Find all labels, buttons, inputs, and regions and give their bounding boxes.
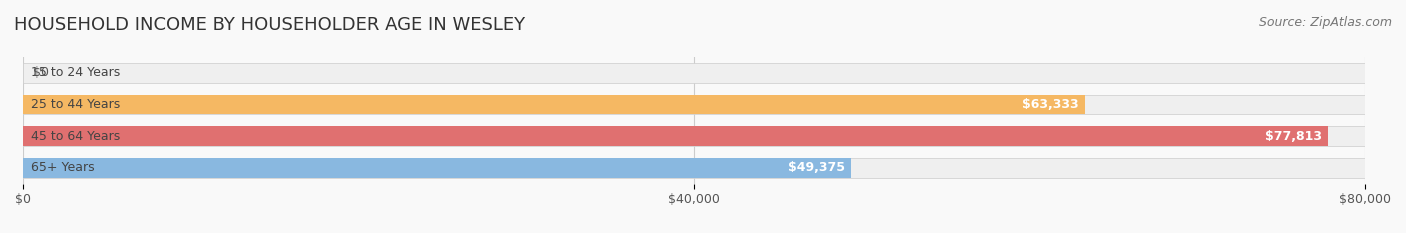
Text: 15 to 24 Years: 15 to 24 Years [31, 66, 121, 79]
Text: $49,375: $49,375 [787, 161, 845, 174]
Bar [22, 158, 851, 178]
Text: 25 to 44 Years: 25 to 44 Years [31, 98, 121, 111]
Bar [22, 158, 1365, 178]
Text: 45 to 64 Years: 45 to 64 Years [31, 130, 121, 143]
Text: Source: ZipAtlas.com: Source: ZipAtlas.com [1258, 16, 1392, 29]
Text: $77,813: $77,813 [1264, 130, 1322, 143]
Bar [22, 63, 1365, 82]
Text: $0: $0 [34, 66, 49, 79]
Text: HOUSEHOLD INCOME BY HOUSEHOLDER AGE IN WESLEY: HOUSEHOLD INCOME BY HOUSEHOLDER AGE IN W… [14, 16, 526, 34]
Text: 65+ Years: 65+ Years [31, 161, 96, 174]
Bar [22, 126, 1329, 146]
Text: $63,333: $63,333 [1022, 98, 1078, 111]
Bar [22, 126, 1365, 146]
Bar [22, 95, 1365, 114]
Bar [22, 95, 1085, 114]
